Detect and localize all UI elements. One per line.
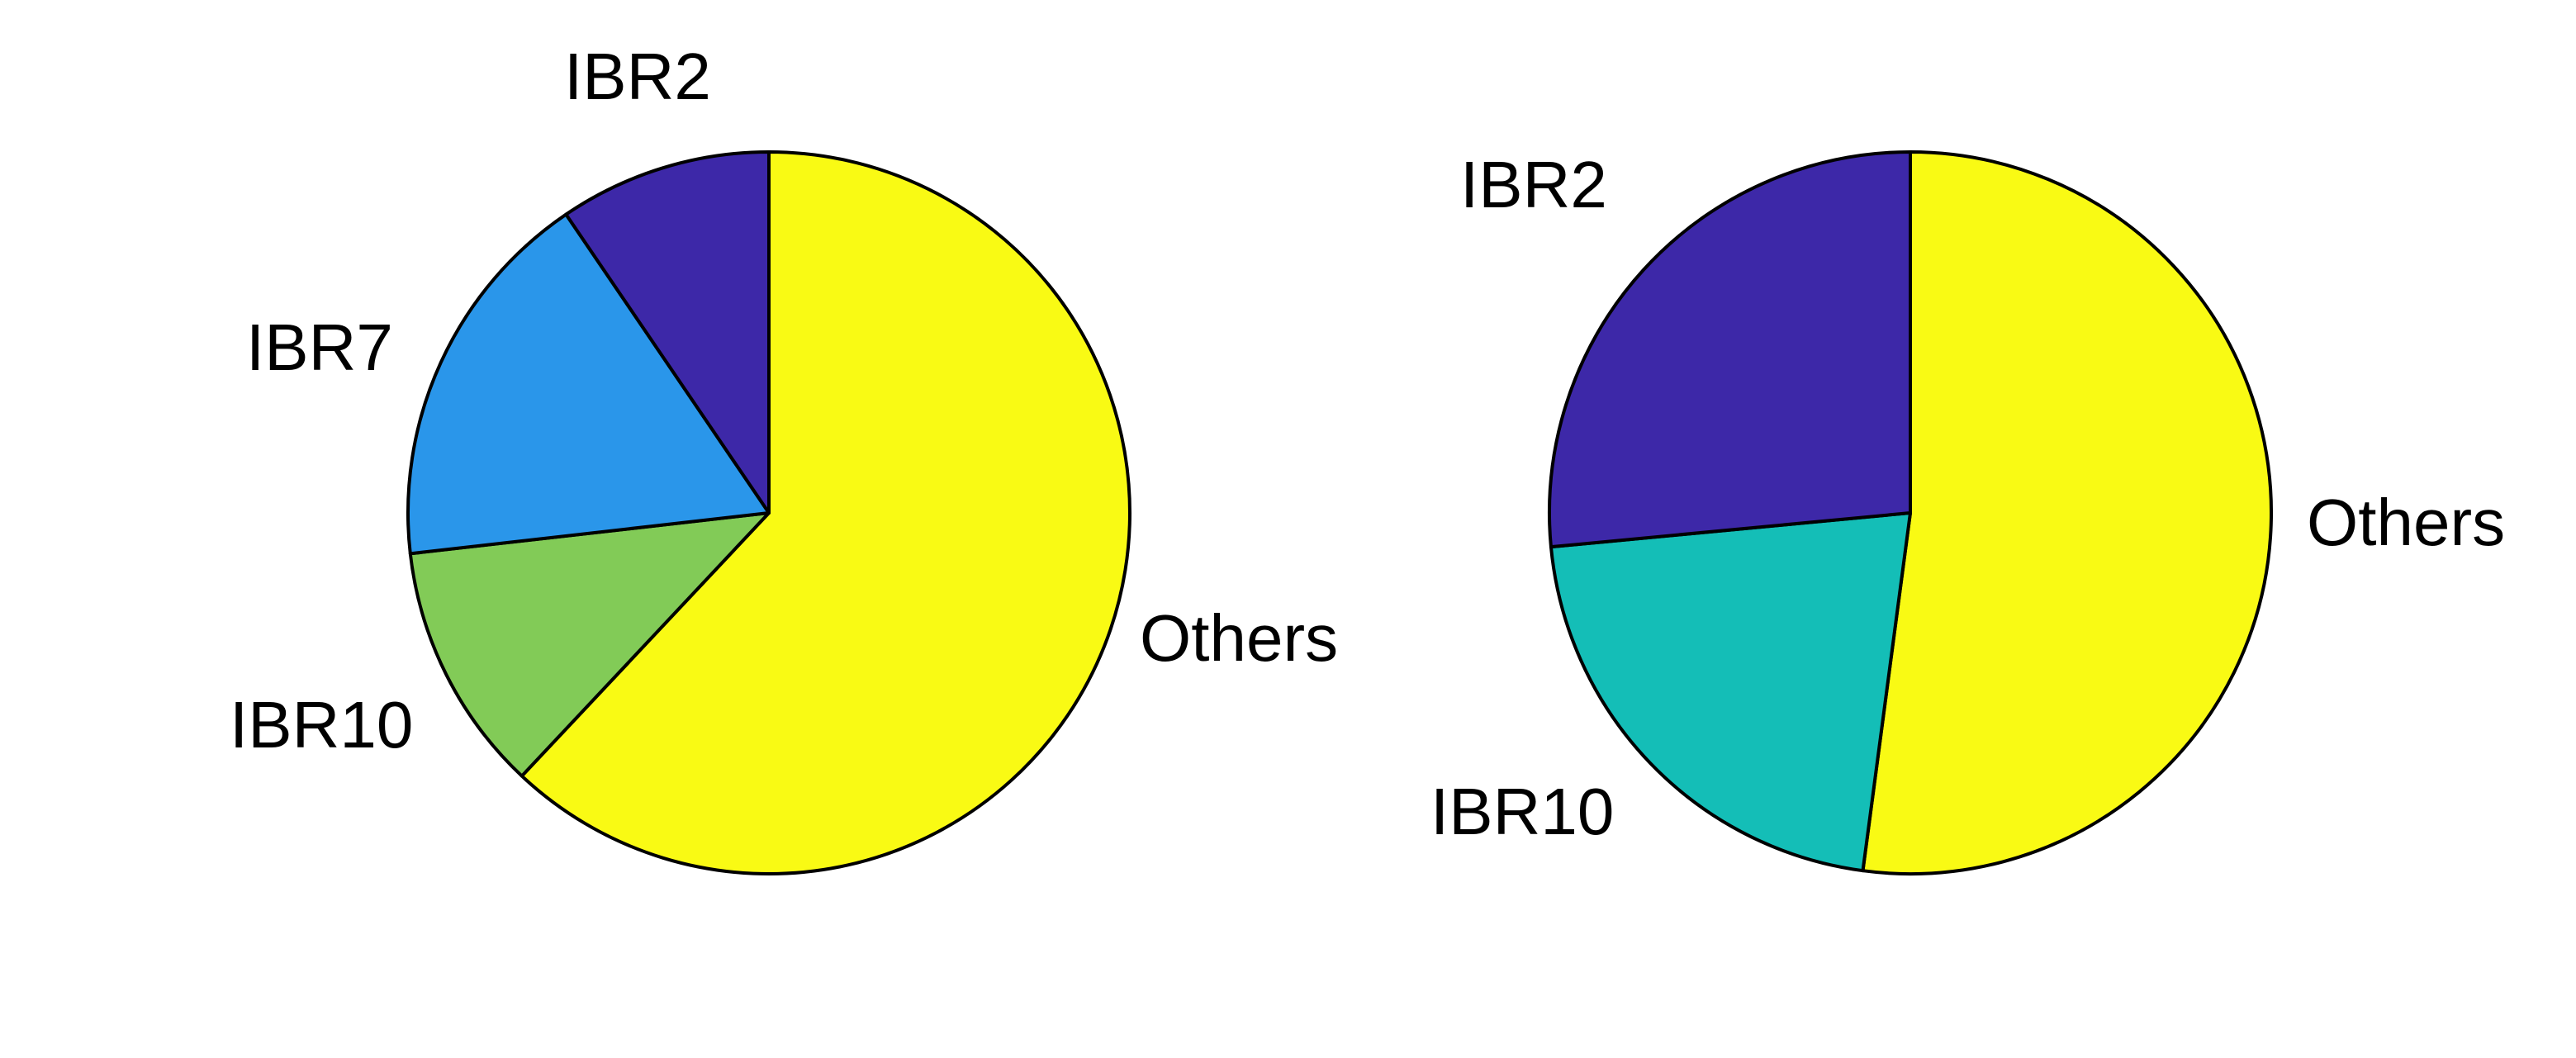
slice-label-ibr2: IBR2 <box>1460 148 1607 221</box>
pie-slice-ibr10 <box>408 511 771 778</box>
pie-chart-left: Others IBR10 IBR7 IBR2 <box>230 40 1338 875</box>
slice-label-ibr10: IBR10 <box>1430 775 1614 848</box>
pie-slice-ibr2 <box>1548 150 1912 549</box>
pie-slice-ibr2 <box>564 150 771 515</box>
pie-slice-others <box>519 150 1131 875</box>
pie-slice-others <box>1861 150 2274 875</box>
slice-label-others: Others <box>2307 486 2505 559</box>
pie-slice-ibr10 <box>1549 511 1912 873</box>
slice-label-others: Others <box>1140 601 1338 675</box>
slice-label-ibr2: IBR2 <box>564 40 711 113</box>
pie-chart-right: Others IBR10 IBR2 <box>1430 148 2505 875</box>
slice-label-ibr7: IBR7 <box>246 311 393 384</box>
slice-label-ibr10: IBR10 <box>230 688 413 761</box>
pie-slice-ibr7 <box>406 212 771 556</box>
